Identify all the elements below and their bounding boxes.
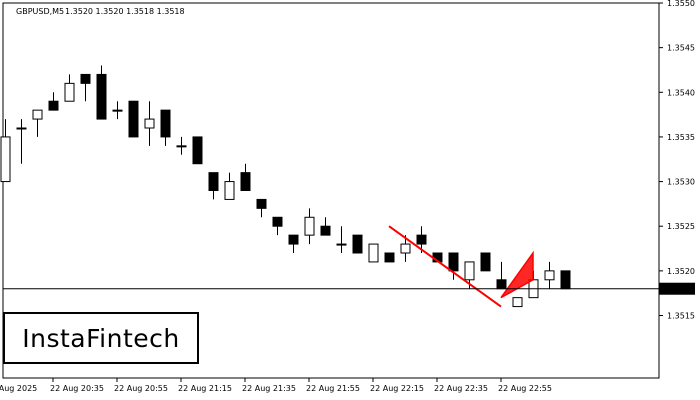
x-tick-label: 22 Aug 22:15 <box>370 384 424 393</box>
candle-body <box>192 136 203 165</box>
candle-body <box>0 136 11 183</box>
x-tick-label: 22 Aug 21:35 <box>242 384 296 393</box>
chart-symbol: GBPUSD,M5 <box>16 7 64 16</box>
chart-ohlc: 1.3520 1.3520 1.3518 1.3518 <box>65 7 185 16</box>
x-tick-label: 22 Aug 2025 <box>0 384 37 393</box>
y-axis: 1.3515 1.3520 1.3525 1.3530 1.3535 1.3540 1.35… <box>659 0 695 321</box>
y-tick-label: 1.3515 <box>667 312 695 321</box>
x-tick-label: 22 Aug 22:55 <box>498 384 552 393</box>
y-tick-label: 1.3540 <box>667 88 695 97</box>
candle-body <box>224 181 235 200</box>
candle-body <box>240 172 251 191</box>
candle-body <box>16 127 27 130</box>
candle-body <box>368 243 379 263</box>
x-tick-label: 22 Aug 22:35 <box>434 384 488 393</box>
candle-body <box>352 234 363 254</box>
flag-pole <box>388 225 502 308</box>
candle-body <box>272 216 283 227</box>
brand-logo: InstaFintech <box>3 312 199 364</box>
candle-body <box>64 82 75 102</box>
y-tick-label: 1.3530 <box>667 178 695 187</box>
current-price-label: 1.3518 <box>663 285 691 294</box>
candle-body <box>544 270 555 281</box>
candle-body <box>208 172 219 191</box>
y-tick-label: 1.3545 <box>667 44 695 53</box>
x-tick-label: 22 Aug 21:15 <box>178 384 232 393</box>
current-price-label-box <box>659 282 695 295</box>
candle-body <box>144 118 155 129</box>
x-tick-label: 22 Aug 20:55 <box>114 384 168 393</box>
candle-body <box>512 297 523 308</box>
candle-body <box>320 225 331 236</box>
candle-body <box>176 145 187 148</box>
candle-body <box>400 243 411 254</box>
candle-body <box>448 252 459 272</box>
candle-body <box>560 270 571 290</box>
candle-body <box>112 109 123 112</box>
candle-body <box>336 243 347 246</box>
candle-body <box>256 198 267 209</box>
candle-body <box>496 279 507 290</box>
candle-body <box>480 252 491 272</box>
x-axis: 22 Aug 2025 22 Aug 20:35 22 Aug 20:55 22 Au… <box>0 378 552 393</box>
candle-body <box>128 100 139 138</box>
y-tick-label: 1.3520 <box>667 267 695 276</box>
candle-body <box>96 73 107 120</box>
candle-body <box>160 109 171 138</box>
candle-body <box>288 234 299 245</box>
x-tick-label: 22 Aug 20:35 <box>50 384 104 393</box>
candle-body <box>304 216 315 236</box>
candle-body <box>464 261 475 281</box>
current-price-marker: 1.3518 <box>3 282 695 295</box>
candle-body <box>48 100 59 111</box>
x-tick-label: 22 Aug 21:55 <box>306 384 360 393</box>
y-tick-label: 1.3525 <box>667 222 695 231</box>
y-tick-label: 1.3535 <box>667 133 695 142</box>
candle-body <box>384 252 395 263</box>
candle-body <box>80 73 91 84</box>
candle-body <box>32 109 43 120</box>
candle-body <box>416 234 427 245</box>
y-tick-label: 1.3550 <box>667 0 695 8</box>
